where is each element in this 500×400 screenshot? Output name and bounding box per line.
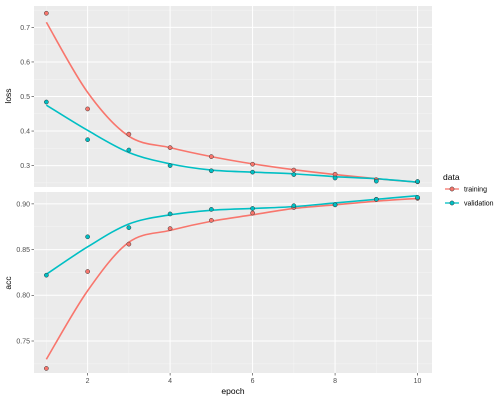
acc-validation-point [44,272,49,278]
acc-training-point [85,269,90,274]
acc-training-point [44,366,49,371]
acc-y-axis-title: acc [3,276,13,290]
loss-panel: 0.3 0.4 0.5 0.6 0.7 loss [3,6,432,187]
acc-panel: 0.75 0.80 0.85 0.90 acc [3,192,432,373]
loss-validation-point [85,137,90,143]
x-tick-label: 8 [333,378,337,385]
legend-entry-validation: validation [445,201,494,208]
acc-y-tick-label: 0.80 [16,293,30,300]
loss-validation-point [373,178,379,184]
loss-training-point [167,145,173,150]
loss-training-point [44,10,49,16]
acc-y-ticks: 0.75 0.80 0.85 0.90 [16,201,34,345]
loss-validation-point [415,179,420,184]
acc-training-point [208,217,214,223]
legend-entry-training: training [445,187,487,194]
legend-key-point-validation [449,200,455,206]
loss-validation-point [208,168,214,174]
loss-y-tick-label: 0.6 [20,59,30,66]
legend-label-training: training [464,187,487,194]
loss-y-tick-label: 0.5 [20,94,30,101]
acc-panel-grid [34,192,432,373]
loss-panel-grid [34,6,432,187]
loss-validation-point [44,99,49,105]
loss-validation-line [45,104,418,183]
loss-y-ticks: 0.3 0.4 0.5 0.6 0.7 [20,25,34,170]
acc-validation-point [332,202,338,208]
acc-y-tick-label: 0.90 [16,201,30,208]
loss-y-axis-title: loss [3,88,13,103]
acc-y-tick-label: 0.75 [16,338,30,345]
x-tick-label: 4 [168,378,172,385]
loss-panel-lines [45,21,418,183]
acc-training-line [45,197,418,360]
legend-label-validation: validation [464,201,494,208]
acc-validation-point [167,211,173,217]
loss-training-point [85,106,90,112]
loss-training-point [208,154,214,159]
loss-panel-points [44,10,420,185]
acc-validation-point [415,195,420,200]
loss-validation-point [332,175,338,181]
loss-y-tick-label: 0.3 [20,163,30,170]
loss-training-point [250,161,255,167]
acc-panel-lines [45,194,418,360]
acc-validation-point [85,234,90,240]
loss-training-point [291,167,297,173]
loss-validation-point [126,147,132,153]
acc-validation-point [208,207,214,212]
acc-panel-background [34,192,432,373]
loss-validation-point [250,169,255,175]
loss-training-line [45,21,418,183]
legend-title: data [443,172,460,182]
x-axis-ticks: 2 4 6 8 10 [86,373,422,385]
acc-validation-point [126,225,132,231]
acc-validation-line [45,194,418,275]
acc-training-point [250,210,255,216]
legend: data training validation [443,172,494,208]
acc-validation-point [373,196,379,202]
loss-y-tick-label: 0.4 [20,128,30,135]
acc-y-tick-label: 0.85 [16,247,30,254]
legend-key-point-training [449,186,455,192]
acc-validation-point [291,203,297,209]
x-tick-label: 10 [414,378,422,385]
acc-panel-points [44,195,420,371]
x-tick-label: 2 [86,378,90,385]
x-axis-title: epoch [221,386,244,396]
loss-validation-point [291,172,297,177]
acc-training-point [126,241,132,247]
acc-training-point [167,226,173,231]
x-tick-label: 6 [251,378,255,385]
loss-training-point [126,131,132,137]
loss-validation-point [167,163,173,168]
acc-validation-point [250,206,255,211]
loss-y-tick-label: 0.7 [20,25,30,32]
